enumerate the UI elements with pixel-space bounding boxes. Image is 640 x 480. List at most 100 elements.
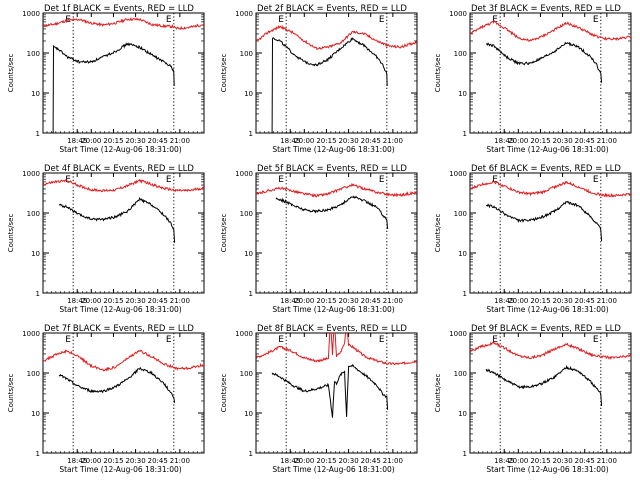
y-tick-label: 10 (458, 90, 467, 98)
events-series-line (485, 200, 603, 242)
x-tick-label: 20:30 (338, 137, 358, 145)
y-tick-label: 100 (240, 50, 253, 58)
event-marker-label: E (65, 175, 71, 185)
detector-panel-8: Det 8f BLACK = Events, RED = LLD Counts/s… (220, 324, 418, 474)
event-marker-label: E (593, 15, 599, 25)
lld-series-line (256, 182, 417, 198)
event-marker-label: E (492, 335, 498, 345)
lld-series-line (470, 180, 631, 198)
plot-frame (255, 12, 418, 134)
y-tick-label: 10 (244, 410, 253, 418)
x-axis-label: Start Time (12-Aug-06 18:31:00) (272, 465, 394, 474)
events-series-line (275, 195, 389, 229)
detector-panel-6: Det 6f BLACK = Events, RED = LLD Counts/s… (434, 164, 632, 314)
x-tick-label: 20:15 (103, 457, 123, 465)
y-tick-label: 1 (463, 130, 467, 138)
x-tick-label: 21:00 (383, 457, 403, 465)
x-tick-label: 18:45 (67, 297, 87, 305)
events-series-line (271, 363, 389, 418)
panel-title: Det 8f BLACK = Events, RED = LLD (257, 324, 407, 334)
y-tick-label: 1000 (235, 330, 253, 338)
x-tick-label: 20:30 (338, 457, 358, 465)
y-axis-label: Counts/sec (7, 54, 15, 93)
event-marker-label: E (166, 335, 172, 345)
x-tick-label: 20:00 (508, 297, 528, 305)
plot-frame (469, 332, 632, 454)
lld-series-line (470, 20, 631, 42)
panel-title: Det 9f BLACK = Events, RED = LLD (471, 324, 621, 334)
x-tick-label: 20:45 (148, 457, 168, 465)
events-series-line (256, 36, 388, 133)
x-tick-label: 21:00 (383, 297, 403, 305)
lld-series-line (256, 333, 417, 366)
y-tick-label: 100 (454, 370, 467, 378)
event-marker-label: E (593, 175, 599, 185)
y-tick-label: 10 (31, 410, 40, 418)
x-tick-label: 20:00 (81, 457, 101, 465)
event-marker-label: E (278, 15, 284, 25)
y-axis-label: Counts/sec (220, 374, 228, 413)
x-tick-label: 20:15 (530, 297, 550, 305)
y-tick-label: 1 (36, 450, 40, 458)
x-tick-label: 21:00 (170, 137, 190, 145)
event-marker-label: E (593, 335, 599, 345)
plot-frame (42, 12, 205, 134)
x-tick-label: 20:15 (103, 137, 123, 145)
x-tick-label: 20:45 (361, 297, 381, 305)
detector-panel-9: Det 9f BLACK = Events, RED = LLD Counts/s… (434, 324, 632, 474)
y-tick-label: 10 (244, 250, 253, 258)
x-axis-label: Start Time (12-Aug-06 18:31:00) (59, 465, 181, 474)
x-tick-label: 20:45 (575, 457, 595, 465)
panel-title: Det 2f BLACK = Events, RED = LLD (257, 4, 407, 14)
x-tick-label: 20:00 (508, 457, 528, 465)
y-tick-label: 1000 (22, 330, 40, 338)
x-tick-label: 20:30 (125, 297, 145, 305)
events-series-line (58, 366, 176, 403)
x-tick-label: 20:45 (361, 137, 381, 145)
y-tick-label: 10 (458, 250, 467, 258)
detector-panel-5: Det 5f BLACK = Events, RED = LLD Counts/s… (220, 164, 418, 314)
y-tick-label: 1 (463, 450, 467, 458)
events-series-line (58, 197, 176, 243)
events-series-line (485, 364, 603, 407)
x-tick-label: 20:45 (148, 137, 168, 145)
panel-title: Det 1f BLACK = Events, RED = LLD (44, 4, 194, 14)
x-axis-label: Start Time (12-Aug-06 18:31:00) (272, 305, 394, 314)
x-tick-label: 20:00 (294, 137, 314, 145)
event-marker-label: E (278, 175, 284, 185)
plot-frame (469, 12, 632, 134)
lld-series-line (43, 16, 204, 30)
x-axis-label: Start Time (12-Aug-06 18:31:00) (486, 305, 608, 314)
x-axis-label: Start Time (12-Aug-06 18:31:00) (59, 145, 181, 154)
panel-title: Det 7f BLACK = Events, RED = LLD (44, 324, 194, 334)
event-marker-label: E (166, 175, 172, 185)
detector-panel-3: Det 3f BLACK = Events, RED = LLD Counts/s… (434, 4, 632, 154)
x-tick-label: 20:15 (530, 137, 550, 145)
y-axis-label: Counts/sec (434, 54, 442, 93)
plot-frame (255, 172, 418, 294)
panel-title: Det 5f BLACK = Events, RED = LLD (257, 164, 407, 174)
x-tick-label: 18:45 (280, 297, 300, 305)
detector-panel-7: Det 7f BLACK = Events, RED = LLD Counts/s… (7, 324, 205, 474)
x-tick-label: 18:45 (494, 457, 514, 465)
panel-title: Det 3f BLACK = Events, RED = LLD (471, 4, 621, 14)
y-tick-label: 1 (249, 290, 253, 298)
y-tick-label: 1 (249, 450, 253, 458)
x-axis-label: Start Time (12-Aug-06 18:31:00) (272, 145, 394, 154)
x-tick-label: 20:30 (125, 137, 145, 145)
y-tick-label: 100 (27, 210, 40, 218)
lld-series-line (256, 24, 417, 51)
x-tick-label: 20:30 (552, 297, 572, 305)
x-tick-label: 20:00 (81, 297, 101, 305)
x-tick-label: 18:45 (494, 137, 514, 145)
x-tick-label: 20:45 (575, 297, 595, 305)
y-axis-label: Counts/sec (434, 374, 442, 413)
y-tick-label: 1000 (449, 10, 467, 18)
y-tick-label: 10 (31, 250, 40, 258)
event-marker-label: E (492, 175, 498, 185)
y-axis-label: Counts/sec (434, 214, 442, 253)
panel-title: Det 6f BLACK = Events, RED = LLD (471, 164, 621, 174)
y-tick-label: 10 (244, 90, 253, 98)
y-tick-label: 100 (27, 50, 40, 58)
